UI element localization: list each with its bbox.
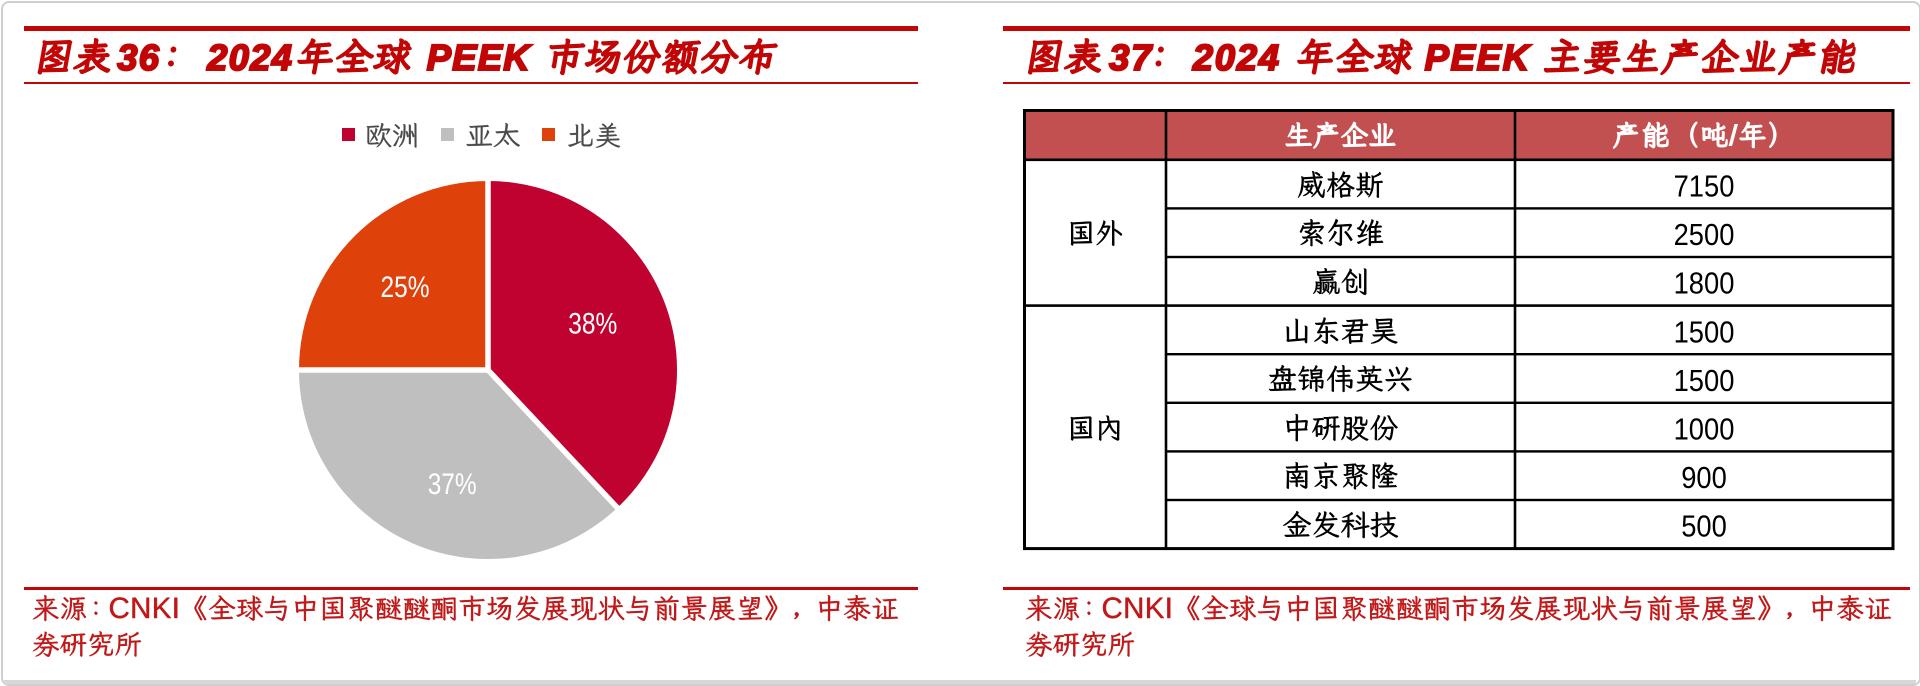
svg-text:2500: 2500 bbox=[1674, 217, 1735, 252]
svg-text:25%: 25% bbox=[381, 271, 430, 304]
svg-text:1800: 1800 bbox=[1674, 266, 1735, 301]
svg-text:500: 500 bbox=[1681, 509, 1727, 544]
svg-text:1500: 1500 bbox=[1674, 314, 1735, 349]
svg-text:1500: 1500 bbox=[1674, 363, 1735, 398]
svg-text:37%: 37% bbox=[428, 468, 477, 501]
svg-text:38%: 38% bbox=[568, 308, 617, 341]
svg-text:900: 900 bbox=[1681, 460, 1727, 495]
svg-text:1000: 1000 bbox=[1674, 412, 1735, 447]
svg-text:7150: 7150 bbox=[1674, 169, 1735, 204]
